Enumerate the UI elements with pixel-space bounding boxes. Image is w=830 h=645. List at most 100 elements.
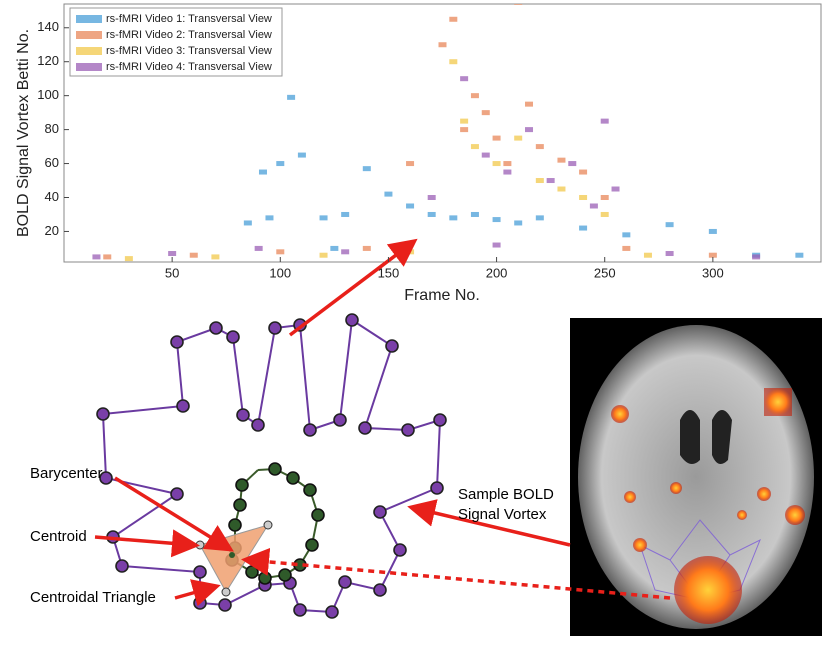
point <box>460 76 469 82</box>
point <box>406 161 415 167</box>
x-tick-label: 50 <box>165 265 179 280</box>
x-tick-label: 300 <box>702 265 724 280</box>
point <box>362 245 371 251</box>
point <box>319 252 328 258</box>
point <box>330 245 339 251</box>
point <box>427 211 436 217</box>
centroid <box>195 540 205 550</box>
point <box>168 251 177 257</box>
point <box>384 191 393 197</box>
y-tick-label: 60 <box>45 155 59 170</box>
point <box>665 251 674 257</box>
y-tick-label: 140 <box>37 19 59 34</box>
vortex-outline <box>96 313 447 619</box>
point <box>258 169 267 175</box>
legend: rs-fMRI Video 1: Transversal View rs-fMRI… <box>69 7 283 77</box>
point <box>514 220 523 226</box>
point <box>287 94 296 100</box>
x-tick-label: 250 <box>594 265 616 280</box>
point <box>600 211 609 217</box>
point <box>622 232 631 238</box>
series <box>103 4 717 260</box>
point <box>276 249 285 255</box>
point <box>460 118 469 124</box>
point <box>503 169 512 175</box>
point <box>319 215 328 221</box>
legend-swatch <box>76 31 102 39</box>
x-axis-label: Frame No. <box>404 287 480 304</box>
point <box>514 135 523 141</box>
legend-swatch <box>76 15 102 23</box>
point <box>341 211 350 217</box>
point <box>492 161 501 167</box>
point <box>611 186 620 192</box>
y-tick-label: 80 <box>45 121 59 136</box>
point <box>708 228 717 234</box>
centroid <box>221 587 231 597</box>
y-tick-label: 100 <box>37 87 59 102</box>
annotation: Centroid <box>30 528 87 545</box>
point <box>665 222 674 228</box>
legend-box <box>69 7 283 77</box>
y-tick-label: 20 <box>45 223 59 238</box>
point <box>243 220 252 226</box>
y-tick-label: 120 <box>37 53 59 68</box>
point <box>589 203 598 209</box>
annotation: Sample BOLD <box>458 486 554 503</box>
point <box>297 152 306 158</box>
legend-label: rs-fMRI Video 3: Transversal View <box>106 45 272 57</box>
series <box>92 76 761 260</box>
point <box>708 252 717 258</box>
x-tick-label: 150 <box>378 265 400 280</box>
point <box>514 4 523 5</box>
point <box>579 169 588 175</box>
point <box>492 217 501 223</box>
scatter-plot: rs-fMRI Video 1: Transversal View rs-fMRI… <box>63 3 822 263</box>
point <box>600 118 609 124</box>
x-tick-label: 200 <box>486 265 508 280</box>
point <box>752 254 761 260</box>
barycenter <box>229 552 235 558</box>
point <box>103 254 112 260</box>
annotation: Barycenter <box>30 465 103 482</box>
point <box>643 252 652 258</box>
point <box>481 110 490 116</box>
point <box>492 242 501 248</box>
point <box>362 166 371 172</box>
legend-label: rs-fMRI Video 2: Transversal View <box>106 29 272 41</box>
point <box>460 127 469 133</box>
point <box>492 135 501 141</box>
point <box>470 144 479 150</box>
point <box>341 249 350 255</box>
legend-swatch <box>76 63 102 71</box>
point <box>189 252 198 258</box>
point <box>470 211 479 217</box>
point <box>568 161 577 167</box>
y-axis-label: BOLD Signal Vortex Betti No. <box>15 29 32 237</box>
point <box>579 195 588 200</box>
point <box>254 245 263 251</box>
point <box>449 59 458 65</box>
point <box>449 215 458 221</box>
point <box>211 254 220 260</box>
point <box>470 93 479 99</box>
point <box>124 256 133 262</box>
point <box>503 161 512 167</box>
point <box>406 203 415 209</box>
point <box>622 245 631 251</box>
ventricles <box>680 410 732 464</box>
point <box>449 16 458 22</box>
legend-swatch <box>76 47 102 55</box>
point <box>557 157 566 163</box>
annotation: Signal Vortex <box>458 506 547 523</box>
point <box>600 195 609 200</box>
point <box>795 252 804 258</box>
brain-image <box>570 318 822 636</box>
centroid <box>263 520 273 530</box>
point <box>438 42 447 48</box>
annotation: Centroidal Triangle <box>30 589 156 606</box>
point <box>535 178 544 184</box>
y-tick-label: 40 <box>45 189 59 204</box>
x-tick-label: 100 <box>269 265 291 280</box>
point <box>265 215 274 221</box>
